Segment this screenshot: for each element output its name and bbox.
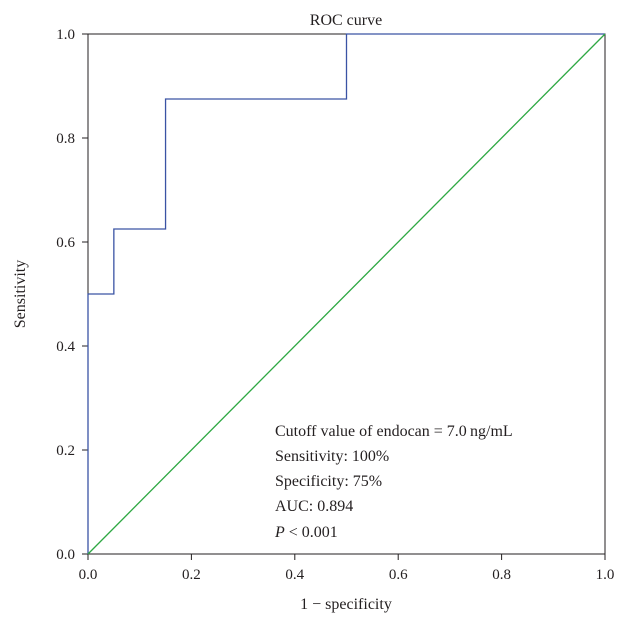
y-tick-label: 1.0	[56, 27, 75, 43]
x-tick-label: 0.6	[389, 567, 408, 583]
chart-title: ROC curve	[310, 12, 382, 29]
p-value-annotation: P < 0.001	[274, 524, 338, 541]
x-tick-label: 1.0	[596, 567, 615, 583]
x-tick-label: 0.8	[492, 567, 511, 583]
x-tick-label: 0.4	[285, 567, 304, 583]
y-tick-label: 0.2	[56, 443, 75, 459]
x-tick-label: 0.0	[79, 567, 98, 583]
y-tick-label: 0.6	[56, 235, 75, 251]
x-tick-label: 0.2	[182, 567, 201, 583]
auc-annotation: AUC: 0.894	[275, 498, 353, 515]
plot-area: 0.0 0.2 0.4 0.6 0.8 1.0 0.0 0.2 0.4 0.6 0.8 1.0	[56, 27, 614, 583]
p-value-symbol: P	[274, 524, 285, 541]
y-axis-title: Sensitivity	[12, 260, 29, 328]
y-tick-label: 0.8	[56, 131, 75, 147]
sensitivity-annotation: Sensitivity: 100%	[275, 448, 389, 465]
cutoff-annotation: Cutoff value of endocan = 7.0 ng/mL	[275, 423, 513, 440]
y-tick-label: 0.4	[56, 339, 75, 355]
p-value-text: < 0.001	[285, 524, 338, 541]
annotation-block: Cutoff value of endocan = 7.0 ng/mL Sens…	[274, 423, 513, 541]
roc-curve-line	[87, 33, 605, 554]
x-axis-title: 1 − specificity	[300, 596, 392, 613]
y-tick-label: 0.0	[56, 547, 75, 563]
reference-diagonal-line	[87, 33, 606, 555]
specificity-annotation: Specificity: 75%	[275, 473, 382, 490]
